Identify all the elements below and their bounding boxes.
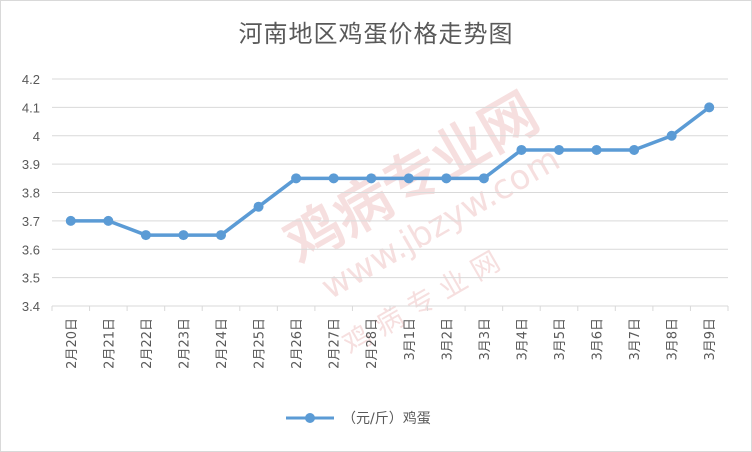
series-layer xyxy=(65,102,715,241)
data-point xyxy=(216,230,226,241)
chart-title: 河南地区鸡蛋价格走势图 xyxy=(238,20,514,48)
data-point xyxy=(554,144,564,155)
legend-label: （元/斤）鸡蛋 xyxy=(342,410,431,427)
x-tick-label: 2月26日 xyxy=(290,318,305,369)
x-tick-label: 2月23日 xyxy=(177,318,192,369)
x-tick-label: 3月6日 xyxy=(591,318,606,361)
data-point xyxy=(704,102,715,113)
x-tick-label: 2月27日 xyxy=(328,318,343,369)
data-point xyxy=(441,173,452,184)
data-point xyxy=(516,144,527,155)
data-point xyxy=(666,130,677,141)
x-tick-label: 3月4日 xyxy=(515,318,530,361)
series-line xyxy=(70,105,711,237)
data-point xyxy=(403,173,414,184)
y-tick-label: 3.7 xyxy=(22,214,40,229)
data-point xyxy=(591,144,602,155)
legend: （元/斤）鸡蛋 xyxy=(286,410,431,427)
x-tick-label: 2月22日 xyxy=(140,318,155,369)
x-tick-label: 3月9日 xyxy=(703,318,718,361)
data-point xyxy=(103,215,114,226)
data-point xyxy=(366,173,377,184)
x-tick-label: 3月5日 xyxy=(553,318,568,361)
x-tick-label: 3月7日 xyxy=(628,318,643,361)
y-tick-label: 4.1 xyxy=(22,100,40,115)
x-tick-label: 2月25日 xyxy=(253,318,268,369)
data-point xyxy=(253,201,264,212)
y-tick-label: 3.9 xyxy=(22,157,40,172)
data-point xyxy=(629,144,640,155)
x-tick-label: 3月1日 xyxy=(403,318,418,361)
data-point xyxy=(478,173,489,184)
x-tick-label: 2月24日 xyxy=(215,318,230,369)
y-tick-label: 3.8 xyxy=(22,186,40,201)
data-point xyxy=(291,173,302,184)
x-tick-label: 3月8日 xyxy=(666,318,681,361)
x-tick-label: 2月28日 xyxy=(365,318,380,369)
y-tick-label: 4 xyxy=(33,129,40,144)
x-tick-label: 3月3日 xyxy=(478,318,493,361)
y-tick-label: 3.5 xyxy=(22,271,40,286)
data-point xyxy=(65,215,76,226)
data-point xyxy=(140,230,151,241)
y-tick-label: 3.4 xyxy=(22,299,40,314)
x-tick-label: 2月20日 xyxy=(65,318,80,369)
data-point xyxy=(328,173,339,184)
legend-marker xyxy=(305,413,315,423)
data-point xyxy=(178,230,189,241)
x-axis-ticks: 2月20日 2月21日 2月22日 2月23日 2月24日 2月25日 2月26日 2月27日… xyxy=(51,306,729,369)
y-tick-label: 3.6 xyxy=(22,242,40,257)
x-tick-label: 3月2日 xyxy=(440,318,455,361)
y-axis-ticks: 3.4 3.5 3.6 3.7 3.8 3.9 4 4.1 4.2 xyxy=(22,72,40,314)
x-tick-label: 2月21日 xyxy=(102,318,117,369)
y-tick-label: 4.2 xyxy=(22,72,40,87)
